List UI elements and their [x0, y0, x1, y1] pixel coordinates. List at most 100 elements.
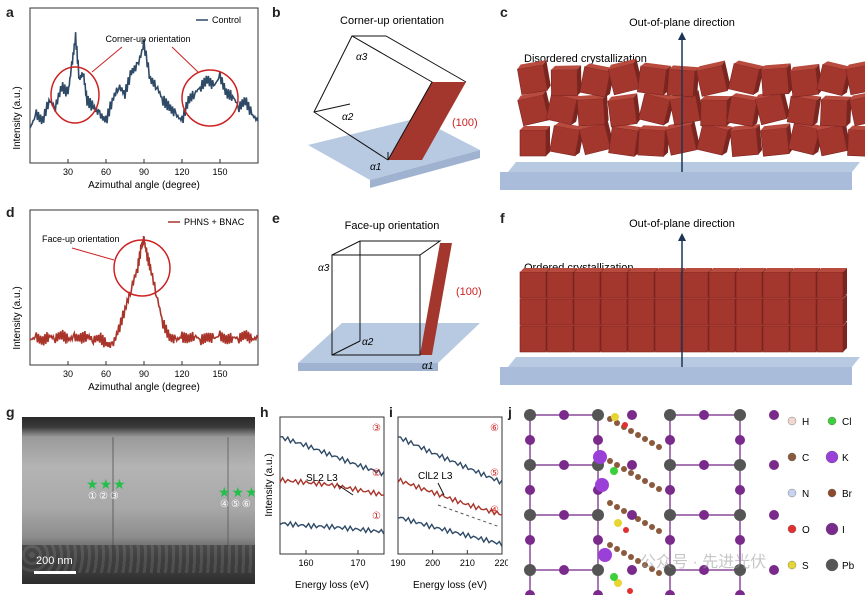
perovskite-cube — [600, 268, 631, 299]
c-label: Disordered crystallization — [524, 53, 647, 65]
carbon-atom — [621, 466, 627, 472]
series-bnac-line — [29, 235, 259, 348]
cl-atom — [610, 573, 618, 581]
carbon-atom — [628, 428, 634, 434]
perovskite-cube — [726, 93, 762, 127]
perovskite-cube — [789, 295, 820, 326]
i-atom — [699, 510, 709, 520]
perovskite-cube — [600, 322, 631, 353]
tem-grain-boundary — [112, 437, 114, 557]
tem-grain-boundary-2 — [227, 437, 229, 547]
c-substrate-front — [500, 172, 852, 190]
carbon-atom — [642, 436, 648, 442]
panel-label-g: g — [6, 404, 15, 420]
crystal-structure-j: H Cl C K N Br O I S Pb 公众号 · 先进光伏 — [524, 409, 855, 595]
perovskite-cube — [607, 58, 643, 96]
legend-atom-n — [787, 488, 797, 498]
tick-label: 60 — [101, 167, 111, 177]
perovskite-cube — [607, 93, 641, 128]
j-legend: H Cl C K N Br O I S Pb — [787, 416, 855, 572]
carbon-atom — [614, 462, 620, 468]
perovskite-cube — [654, 268, 685, 299]
o-atom — [622, 422, 628, 428]
i-atom — [665, 435, 675, 445]
star-markers-left: ★★★ — [86, 476, 127, 492]
tick-label: 30 — [63, 369, 73, 379]
b-title: Corner-up orientation — [340, 15, 444, 27]
i-atom — [627, 565, 637, 575]
axes-i — [397, 416, 503, 555]
i-atom — [735, 435, 745, 445]
pb-atom — [524, 564, 536, 576]
pb-atom — [734, 409, 746, 421]
e-substrate-top — [298, 323, 480, 363]
perovskite-cube — [519, 322, 550, 353]
legend-label-i: I — [842, 525, 845, 536]
carbon-atom — [607, 458, 613, 464]
eels-series-line — [397, 477, 503, 516]
xlabel-d: Azimuthal angle (degree) — [88, 382, 200, 393]
carbon-atom — [656, 528, 662, 534]
tick-label: 160 — [298, 558, 313, 568]
legend-atom-cl — [827, 416, 837, 426]
chart-a: Intensity (a.u.) 30 60 90 120 150 Control Co… — [12, 7, 259, 190]
i-atom — [593, 535, 603, 545]
i-atom — [665, 590, 675, 595]
perovskite-cube — [696, 60, 731, 97]
pb-atom — [524, 459, 536, 471]
arrow-a-right — [171, 46, 199, 73]
carbon-atom — [649, 566, 655, 572]
pb-atom — [592, 409, 604, 421]
perovskite-cube — [519, 268, 550, 299]
carbon-atom — [649, 482, 655, 488]
f-arrow-head — [678, 233, 686, 241]
perovskite-cube — [762, 295, 793, 326]
panel-label-e: e — [272, 210, 280, 226]
k-atom — [593, 450, 607, 464]
series-h: ③ ② ① — [279, 423, 385, 535]
tick-label: 120 — [174, 369, 189, 379]
perovskite-cube — [549, 122, 585, 157]
series-number-label: ① — [372, 511, 381, 522]
e-title: Face-up orientation — [345, 220, 440, 232]
legend-label-s: S — [802, 561, 809, 572]
legend-label-br: Br — [842, 489, 853, 500]
carbon-atom — [642, 478, 648, 484]
i-atom — [627, 410, 637, 420]
i-atom — [699, 565, 709, 575]
series-number-label: ⑤ — [490, 468, 499, 479]
carbon-atom — [614, 420, 620, 426]
diagram-c: Out-of-plane direction Disordered crysta… — [500, 17, 865, 190]
pb-atom — [524, 409, 536, 421]
f-direction: Out-of-plane direction — [629, 218, 735, 230]
carbon-atom — [649, 440, 655, 446]
i-atom — [593, 435, 603, 445]
arrow-h — [337, 484, 354, 496]
legend-atom-pb — [825, 558, 839, 572]
carbon-atom — [614, 546, 620, 552]
circle-annot-left — [50, 66, 100, 124]
tick-label: 200 — [425, 558, 440, 568]
perovskite-cube — [708, 295, 739, 326]
legend-label-bnac: PHNS + BNAC — [184, 217, 245, 227]
perovskite-cube — [550, 65, 582, 97]
e-substrate-side — [298, 363, 438, 371]
perovskite-cube — [654, 295, 685, 326]
perovskite-cube — [789, 63, 823, 98]
tick-label: 150 — [212, 369, 227, 379]
perovskite-cube — [665, 119, 700, 156]
perovskite-cube — [546, 322, 577, 353]
i-atom — [735, 485, 745, 495]
chart-i: 190 200 210 220 ⑥ ⑤ ④ ClL2 L3 Energy loss (eV… — [390, 416, 508, 591]
legend-label-o: O — [802, 525, 810, 536]
i-atom — [769, 565, 779, 575]
perovskite-cube — [708, 268, 739, 299]
eels-series-line — [279, 435, 385, 477]
perovskite-cube — [681, 268, 712, 299]
f-substrate-front — [500, 367, 852, 385]
legend-label-k: K — [842, 453, 849, 464]
i-atom — [627, 510, 637, 520]
b-substrate-side — [370, 150, 480, 188]
carbon-atom — [656, 570, 662, 576]
pb-atom — [664, 459, 676, 471]
